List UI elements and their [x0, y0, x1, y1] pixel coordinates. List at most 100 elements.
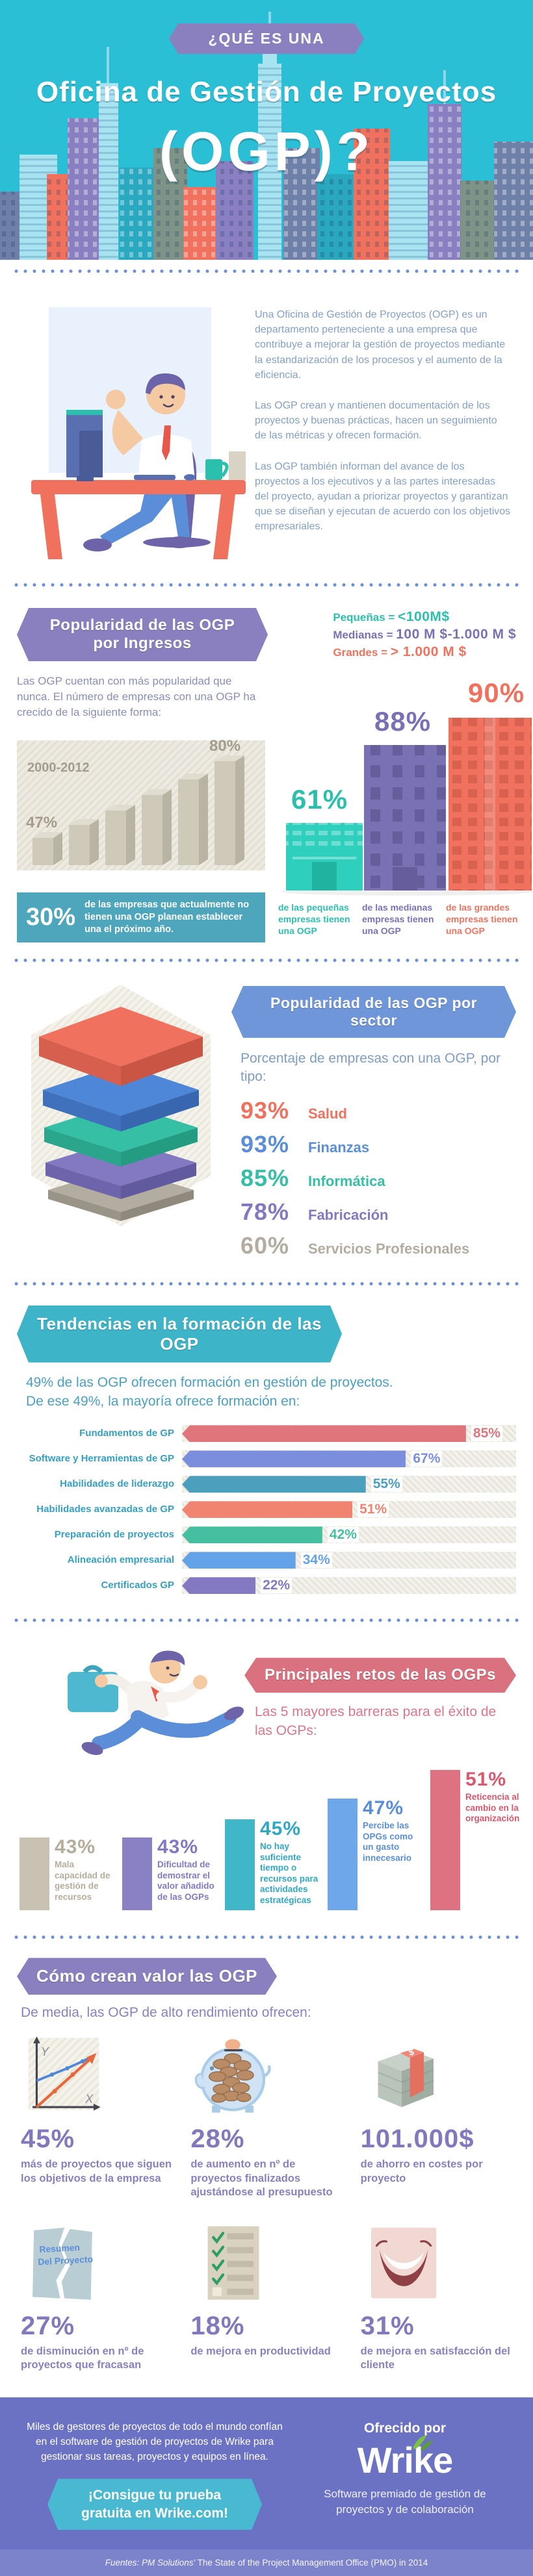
- bar: [182, 1526, 322, 1544]
- valor-item-productividad: 18% de mejora en productividad: [190, 2219, 342, 2373]
- svg-text:2000-2012: 2000-2012: [27, 761, 90, 775]
- dotted-divider: [14, 1281, 519, 1286]
- formacion-lead-line2: De ese 49%, la mayoría ofrece formación …: [26, 1394, 300, 1409]
- building-medium-caption: de las medianas empresas tienen una OGP: [362, 902, 434, 937]
- bar: [182, 1450, 406, 1468]
- bar: [122, 1837, 152, 1911]
- barrier-item: 43% Mala capacidad de gestión de recurso…: [20, 1837, 117, 1911]
- retos-banner: Principales retos de las OGPs: [244, 1658, 516, 1693]
- valor-banner: Cómo crean valor las OGP: [17, 1958, 277, 1995]
- valor-section: Cómo crean valor las OGP De media, las O…: [0, 1949, 533, 2390]
- callout-30pct: 30% de las empresas que actualmente no t…: [17, 892, 265, 942]
- ingresos-section: Popularidad de las OGP por Ingresos Pequ…: [0, 596, 533, 949]
- valor-stat: 27%: [21, 2311, 75, 2340]
- page-title: Oficina de Gestión de Proyectos: [36, 76, 497, 108]
- training-bar-chart: Fundamentos de GP 85% Software y Herrami…: [17, 1425, 516, 1595]
- barrier-item: 43% Dificultad de demostrar el valor aña…: [122, 1837, 220, 1911]
- ingresos-banner-label: Popularidad de las OGP por Ingresos: [49, 616, 235, 652]
- dotted-divider: [14, 269, 519, 273]
- svg-text:47%: 47%: [26, 814, 57, 831]
- leaf-icon: [413, 2434, 434, 2451]
- valor-item-satisfaccion: 31% de mejora en satisfacción del client…: [361, 2219, 512, 2373]
- training-bar-row: Habilidades avanzadas de GP 51%: [17, 1501, 516, 1519]
- torn-document-icon: Resumen Del Proyecto: [32, 2227, 93, 2300]
- wrike-logo[interactable]: Wrike: [358, 2434, 453, 2481]
- valor-item-ahorro: $ 101.000$ de ahorro en costes por proye…: [361, 2032, 512, 2199]
- dotted-divider: [14, 1935, 519, 1940]
- svg-text:80%: 80%: [209, 737, 240, 755]
- legend-item-large: Grandes = > 1.000 M $: [333, 644, 467, 659]
- barrier-item: 51% Reticencia al cambio en la organizac…: [430, 1770, 528, 1911]
- smile-icon: [370, 2227, 436, 2299]
- xy-growth-chart-icon: Y X: [28, 2036, 101, 2111]
- bar: [182, 1501, 353, 1519]
- training-bar-row: Alineación empresarial 34%: [17, 1552, 516, 1569]
- bar: [20, 1837, 49, 1911]
- source-note: Fuentes: PM Solutions' The State of the …: [0, 2549, 533, 2576]
- training-bar-row: Certificados GP 22%: [17, 1577, 516, 1595]
- valor-caption: de aumento en nº de proyectos finalizado…: [190, 2158, 333, 2199]
- valor-caption: de ahorro en costes por proyecto: [360, 2158, 483, 2184]
- dotted-divider: [14, 1618, 519, 1623]
- free-trial-button[interactable]: ¡Consigue tu prueba gratuita en Wrike.co…: [47, 2479, 262, 2530]
- sector-row-salud: 93% Salud: [240, 1096, 347, 1124]
- footer-tagline: Software premiado de gestión de proyecto…: [324, 2487, 486, 2516]
- sector-row-informatica: 85% Informática: [240, 1164, 385, 1191]
- layer-stack-illustration: [31, 984, 211, 1226]
- growth-bars-chart: 2000-2012: [17, 737, 265, 871]
- valor-caption: de disminución en nº de proyectos que fr…: [21, 2345, 144, 2371]
- dotted-divider: [14, 957, 519, 963]
- buildings-illustration: [281, 718, 533, 896]
- training-bar-row: Fundamentos de GP 85%: [17, 1425, 516, 1443]
- sector-row-finanzas: 93% Finanzas: [240, 1130, 370, 1157]
- bar: [328, 1799, 358, 1911]
- retos-banner-label: Principales retos de las OGPs: [265, 1666, 496, 1684]
- building-large-caption: de las grandes empresas tienen una OGP: [446, 902, 518, 937]
- ingresos-lead: Las OGP cuentan con más popularidad que …: [17, 675, 256, 718]
- intro-paragraph: Una Oficina de Gestión de Proyectos (OGP…: [255, 309, 506, 381]
- svg-text:X: X: [84, 2093, 94, 2106]
- intro-paragraph: Las OGP también informan del avance de l…: [255, 461, 511, 533]
- valor-stat: 101.000$: [360, 2125, 474, 2154]
- callout-stat: 30%: [26, 903, 76, 931]
- bar: [225, 1819, 255, 1911]
- legend-item-small: Pequeñas = <100M$: [333, 609, 450, 624]
- training-bar-row: Habilidades de liderazgo 55%: [17, 1476, 516, 1493]
- formacion-banner: Tendencias en la formación de las OGP: [17, 1306, 342, 1363]
- bar: [182, 1425, 466, 1443]
- money-stack-icon: $: [377, 2047, 434, 2108]
- sector-section: Popularidad de las OGP por sector Porcen…: [0, 972, 533, 1272]
- barrier-item: 45% No hay suficiente tiempo o recursos …: [225, 1819, 322, 1911]
- bar: [182, 1476, 366, 1493]
- city-skyline-illustration: [0, 12, 533, 260]
- ingresos-banner: Popularidad de las OGP por Ingresos: [17, 608, 268, 661]
- retos-lead: Las 5 mayores barreras para el éxito de …: [255, 1704, 497, 1738]
- valor-item-proyectos-objetivos: Y X 45% más de proyectos que siguen los …: [21, 2032, 172, 2199]
- header-badge: ¿QUÉ ES UNA: [169, 23, 364, 54]
- valor-item-presupuesto: 28% de aumento en nº de proyectos finali…: [190, 2032, 342, 2199]
- sector-row-servicios: 60% Servicios Profesionales: [240, 1231, 470, 1259]
- bar: [182, 1577, 256, 1595]
- checklist-icon: [207, 2226, 259, 2300]
- valor-stat: 18%: [190, 2311, 245, 2340]
- svg-text:Del Proyecto: Del Proyecto: [38, 2254, 93, 2267]
- valor-stat: 28%: [190, 2125, 245, 2154]
- retos-section: Principales retos de las OGPs Las 5 mayo…: [0, 1632, 533, 1926]
- building-medium-value: 88%: [374, 706, 432, 737]
- building-small-caption: de las pequeñas empresas tienen una OGP: [278, 902, 350, 937]
- footer-text: Miles de gestores de proyectos de todo e…: [27, 2421, 283, 2463]
- bar: [182, 1552, 296, 1569]
- size-legend: Pequeñas = <100M$ Medianas = 100 M $-1.0…: [333, 608, 516, 662]
- valor-caption: más de proyectos que siguen los objetivo…: [21, 2158, 172, 2184]
- buildings-chart: 61% 88% 90%: [278, 672, 533, 896]
- valor-banner-label: Cómo crean valor las OGP: [36, 1966, 258, 1986]
- valor-stat: 45%: [21, 2125, 75, 2154]
- provided-by-label: Ofrecido por: [363, 2420, 446, 2436]
- header-badge-label: ¿QUÉ ES UNA: [208, 30, 325, 47]
- running-man-illustration: [68, 1650, 244, 1756]
- building-large-value: 90%: [468, 677, 525, 708]
- legend-item-medium: Medianas = 100 M $-1.000 M $: [333, 627, 516, 642]
- barrier-item: 47% Percibe las OPGs como un gasto innec…: [328, 1799, 425, 1911]
- formacion-lead-line1: 49% de las OGP ofrecen formación en gest…: [26, 1374, 393, 1390]
